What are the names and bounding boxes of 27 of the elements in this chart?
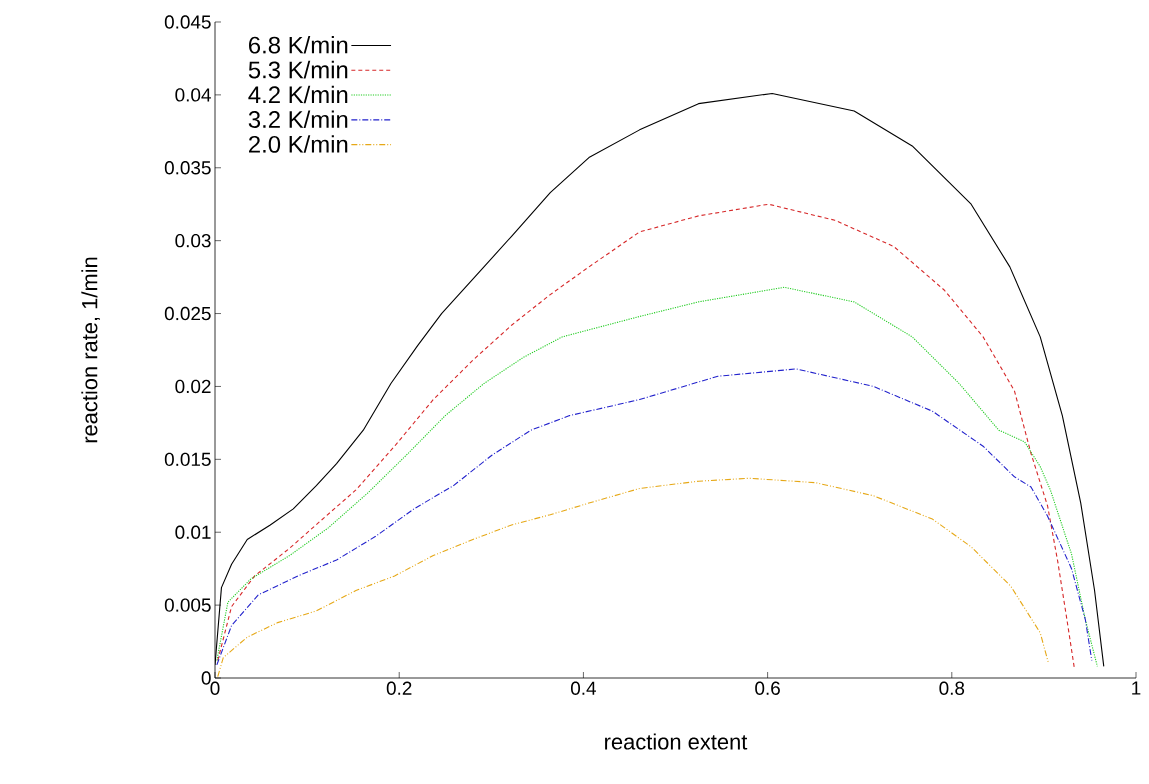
x-tick-label: 0.6 — [755, 681, 780, 695]
y-tick-label: 0.025 — [164, 306, 211, 321]
y-tick-label: 0 — [201, 671, 211, 685]
y-tick-label: 0.03 — [175, 233, 211, 248]
x-tick-label: 0 — [210, 681, 220, 695]
legend-label: 6.8 K/min — [249, 36, 348, 54]
x-tick-label: 0.4 — [570, 681, 596, 695]
legend-label: 2.0 K/min — [249, 135, 348, 153]
x-tick-label: 0.8 — [939, 681, 965, 695]
line-series — [216, 286, 1098, 667]
y-tick-label: 0.02 — [175, 379, 211, 394]
legend-label: 5.3 K/min — [248, 60, 348, 79]
line-series — [216, 368, 1093, 666]
line-series — [217, 203, 1075, 669]
y-tick-label: 0.01 — [175, 525, 211, 539]
x-axis-title: reaction extent — [605, 733, 748, 750]
y-tick-label: 0.015 — [164, 452, 211, 467]
y-axis-title: reaction rate, 1/min — [81, 257, 101, 443]
y-tick-label: 0.005 — [164, 598, 211, 612]
y-tick-label: 0.045 — [164, 15, 211, 29]
x-tick-label: 1 — [1132, 681, 1141, 695]
x-tick-label: 0.2 — [386, 681, 412, 695]
line-series — [217, 477, 1050, 678]
legend-label: 3.2 K/min — [248, 110, 348, 128]
legend-label: 4.2 K/min — [248, 85, 348, 104]
y-tick-label: 0.04 — [175, 88, 211, 102]
y-tick-label: 0.035 — [164, 161, 211, 175]
